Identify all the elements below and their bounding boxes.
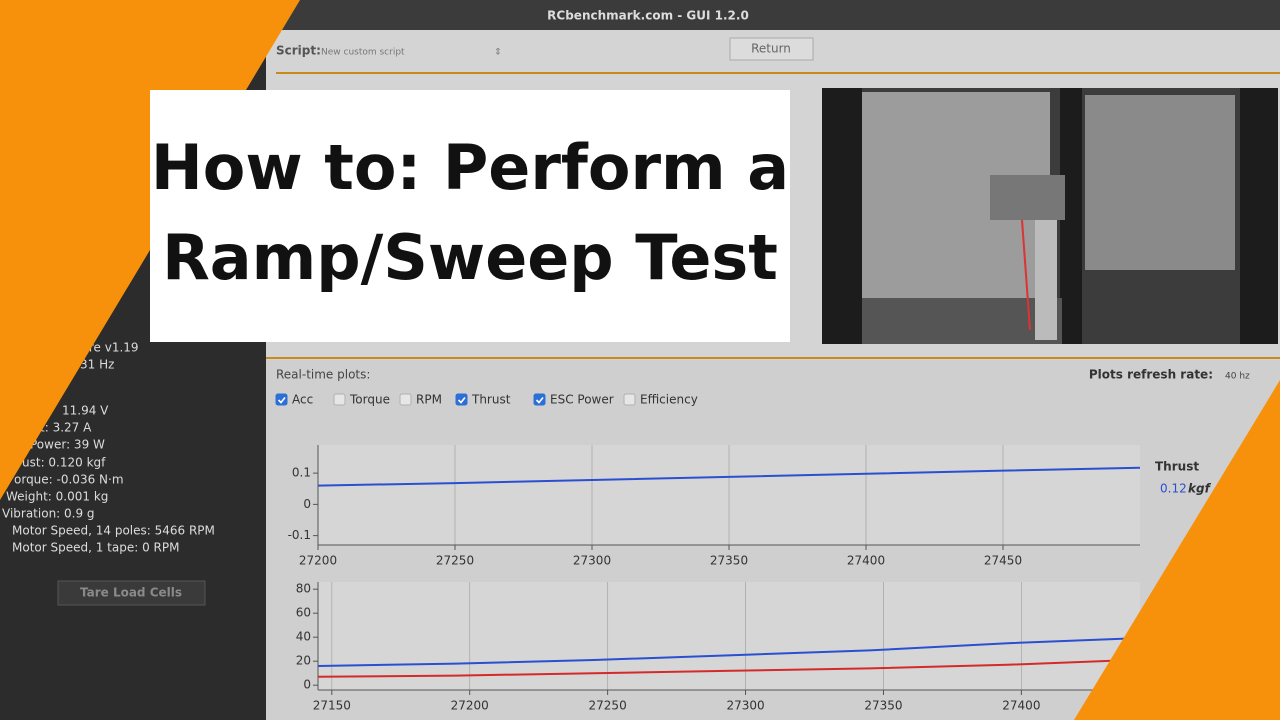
x-tick-label: 27300: [573, 554, 611, 568]
photo-frame: [1240, 88, 1278, 344]
return-button[interactable]: [729, 37, 814, 61]
banner: [150, 90, 790, 342]
checkbox-check: [535, 397, 544, 404]
checkbox-box: [333, 393, 346, 406]
y-tick-label: -0.1: [288, 528, 311, 542]
sidebar-line: Weight: 0.001 kg: [6, 490, 108, 504]
refresh-value: 40 hz: [1225, 372, 1250, 382]
checkbox[interactable]: ESC Power: [533, 393, 614, 407]
checkbox-box: [275, 393, 288, 406]
sidebar-line: Motor Speed, 1 tape: 0 RPM: [12, 541, 179, 555]
checkbox-box: [623, 393, 636, 406]
tare-button-label: Tare Load Cells: [80, 586, 182, 600]
script-select[interactable]: New custom script ⇕: [321, 48, 502, 58]
x-tick-label: 27250: [589, 699, 627, 713]
photo-shelf: [862, 298, 1062, 344]
checkbox-label: Efficiency: [640, 393, 698, 407]
photo-motor: [990, 175, 1065, 220]
x-tick-label: 27350: [864, 699, 902, 713]
refresh-label: Plots refresh rate:: [1089, 368, 1213, 382]
sidebar-line: Vibration: 0.9 g: [2, 507, 95, 521]
y-tick-label: 0: [303, 678, 311, 692]
banner-line: Ramp/Sweep Test: [162, 221, 778, 294]
window-title: RCbenchmark.com - GUI 1.2.0: [547, 9, 749, 23]
orange-shape: [1074, 380, 1280, 720]
x-tick-label: 27350: [710, 554, 748, 568]
series-line: [317, 466, 1141, 487]
x-tick-label: 27400: [1002, 699, 1040, 713]
checkbox-box: [399, 393, 412, 406]
checkbox-label: Thrust: [471, 393, 511, 407]
series-line: [317, 637, 1132, 667]
y-tick-label: 60: [296, 606, 311, 620]
sidebar-line: orque: -0.036 N·m: [14, 473, 124, 487]
y-tick-label: 20: [296, 654, 311, 668]
x-tick-label: 27250: [436, 554, 474, 568]
x-tick-label: 27150: [313, 699, 351, 713]
x-tick-label: 27200: [299, 554, 337, 568]
x-tick-label: 27450: [984, 554, 1022, 568]
checkbox-box: [455, 393, 468, 406]
script-label: Script:: [276, 44, 321, 58]
checkbox-label: RPM: [416, 393, 442, 407]
tare-button[interactable]: [57, 580, 206, 606]
y-tick-label: 40: [296, 630, 311, 644]
checkbox-label: ESC Power: [550, 393, 614, 407]
legend-name: Thrust: [1155, 460, 1199, 474]
checkbox-box: [533, 393, 546, 406]
sidebar-line: Motor Speed, 14 poles: 5466 RPM: [12, 524, 215, 538]
series-line: [317, 659, 1132, 678]
checkbox[interactable]: Efficiency: [623, 393, 698, 407]
legend-unit: kgf: [1188, 482, 1212, 496]
sidebar-line: 11.94 V: [62, 404, 109, 418]
x-tick-label: 27200: [451, 699, 489, 713]
checkbox-label: Torque: [349, 393, 390, 407]
photo-frame: [1060, 88, 1082, 344]
sidebar-line: Power: 39 W: [30, 438, 105, 452]
y-tick-label: 0: [303, 497, 311, 511]
checkbox[interactable]: Acc: [275, 393, 313, 407]
return-button-label: Return: [751, 42, 791, 56]
checkbox-check: [277, 397, 286, 404]
plots-label: Real-time plots:: [276, 368, 370, 382]
checkbox-check: [457, 397, 466, 404]
sidebar-line: 31 Hz: [80, 358, 114, 372]
select-arrow: ⇕: [494, 48, 502, 58]
y-tick-label: 0.1: [292, 466, 311, 480]
photo: [822, 88, 1278, 344]
script-select-value: New custom script: [321, 48, 405, 58]
checkbox[interactable]: Thrust: [455, 393, 511, 407]
banner-line: How to: Perform a: [151, 131, 789, 204]
legend-value: 0.12: [1160, 482, 1187, 496]
photo-frame: [822, 88, 862, 344]
checkbox-label: Acc: [292, 393, 313, 407]
x-tick-label: 27400: [847, 554, 885, 568]
photo-mesh: [1085, 95, 1235, 270]
photo-wire: [1021, 219, 1031, 331]
x-tick-label: 27300: [726, 699, 764, 713]
plot-area: [318, 582, 1140, 690]
sidebar-line: t: 3.27 A: [40, 421, 92, 435]
checkbox[interactable]: RPM: [399, 393, 442, 407]
checkbox[interactable]: Torque: [333, 393, 390, 407]
y-tick-label: 80: [296, 582, 311, 596]
sidebar-line: ust: 0.120 kgf: [22, 456, 106, 470]
refresh-select[interactable]: 40 hz: [1225, 372, 1250, 382]
